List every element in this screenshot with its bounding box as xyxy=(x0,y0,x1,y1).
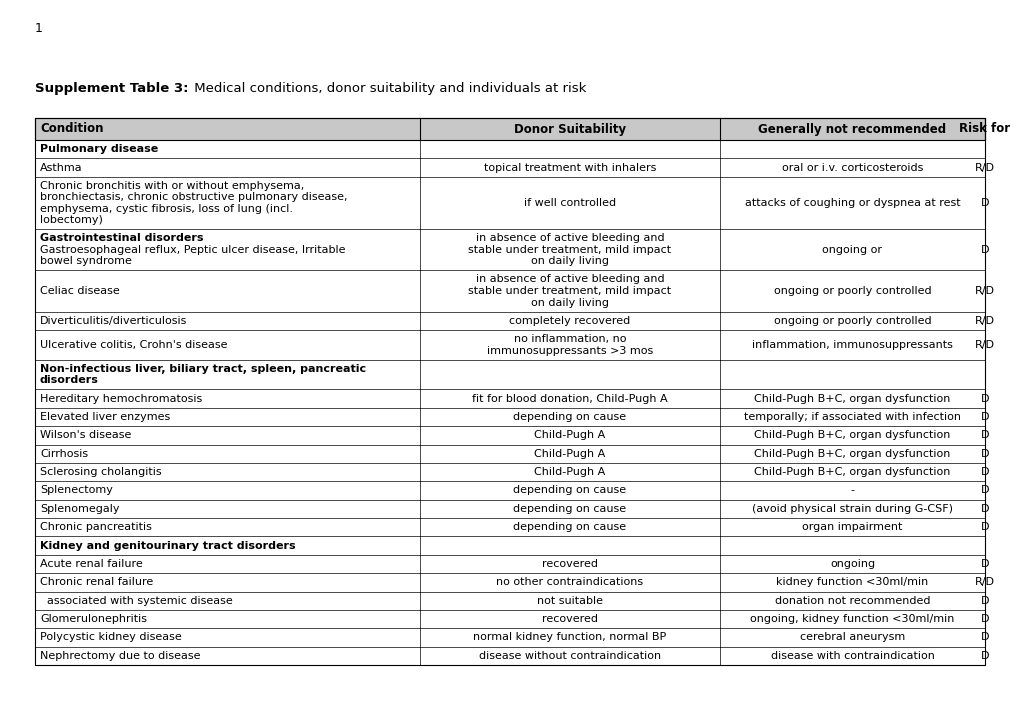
Text: recovered: recovered xyxy=(541,559,597,569)
Text: associated with systemic disease: associated with systemic disease xyxy=(40,595,232,606)
Text: bowel syndrome: bowel syndrome xyxy=(40,256,131,266)
Text: kidney function <30ml/min: kidney function <30ml/min xyxy=(775,577,927,588)
Text: D: D xyxy=(980,431,988,441)
Text: Chronic bronchitis with or without emphysema,
bronchiectasis, chronic obstructiv: Chronic bronchitis with or without emphy… xyxy=(40,181,347,225)
Text: D: D xyxy=(980,467,988,477)
Text: Child-Pugh B+C, organ dysfunction: Child-Pugh B+C, organ dysfunction xyxy=(754,394,950,404)
Text: Nephrectomy due to disease: Nephrectomy due to disease xyxy=(40,651,201,661)
Text: depending on cause: depending on cause xyxy=(513,522,626,532)
Text: Gastrointestinal disorders: Gastrointestinal disorders xyxy=(40,233,204,243)
Text: ongoing: ongoing xyxy=(829,559,874,569)
Text: D: D xyxy=(980,595,988,606)
Text: Splenectomy: Splenectomy xyxy=(40,485,113,495)
Text: recovered: recovered xyxy=(541,614,597,624)
Text: Donor Suitability: Donor Suitability xyxy=(514,122,626,135)
Text: Medical conditions, donor suitability and individuals at risk: Medical conditions, donor suitability an… xyxy=(191,82,586,95)
Text: completely recovered: completely recovered xyxy=(508,315,630,325)
Text: Wilson's disease: Wilson's disease xyxy=(40,431,131,441)
Text: R/D: R/D xyxy=(974,163,994,173)
Text: in absence of active bleeding and
stable under treatment, mild impact
on daily l: in absence of active bleeding and stable… xyxy=(468,233,671,266)
Text: not suitable: not suitable xyxy=(536,595,602,606)
Text: Generally not recommended: Generally not recommended xyxy=(758,122,946,135)
Text: Gastroesophageal reflux, Peptic ulcer disease, Irritable: Gastroesophageal reflux, Peptic ulcer di… xyxy=(40,245,345,255)
Text: Polycystic kidney disease: Polycystic kidney disease xyxy=(40,632,181,642)
Text: Asthma: Asthma xyxy=(40,163,83,173)
Text: D: D xyxy=(980,394,988,404)
Text: cerebral aneurysm: cerebral aneurysm xyxy=(799,632,904,642)
Text: Child-Pugh A: Child-Pugh A xyxy=(534,467,605,477)
Text: R/D: R/D xyxy=(974,340,994,350)
Text: D: D xyxy=(980,522,988,532)
Text: 1: 1 xyxy=(35,22,43,35)
Text: attacks of coughing or dyspnea at rest: attacks of coughing or dyspnea at rest xyxy=(744,198,959,208)
Text: Chronic renal failure: Chronic renal failure xyxy=(40,577,153,588)
Text: Child-Pugh B+C, organ dysfunction: Child-Pugh B+C, organ dysfunction xyxy=(754,449,950,459)
Text: R/D: R/D xyxy=(974,315,994,325)
Text: Risk for: Risk for xyxy=(959,122,1010,135)
Text: Hereditary hemochromatosis: Hereditary hemochromatosis xyxy=(40,394,202,404)
Text: -: - xyxy=(850,485,854,495)
Text: Condition: Condition xyxy=(40,122,103,135)
Bar xyxy=(35,118,984,140)
Text: topical treatment with inhalers: topical treatment with inhalers xyxy=(483,163,655,173)
Text: temporally; if associated with infection: temporally; if associated with infection xyxy=(743,412,960,422)
Text: fit for blood donation, Child-Pugh A: fit for blood donation, Child-Pugh A xyxy=(472,394,667,404)
Text: D: D xyxy=(980,559,988,569)
Text: Elevated liver enzymes: Elevated liver enzymes xyxy=(40,412,170,422)
Text: D: D xyxy=(980,449,988,459)
Text: Sclerosing cholangitis: Sclerosing cholangitis xyxy=(40,467,161,477)
Text: depending on cause: depending on cause xyxy=(513,504,626,514)
Text: Child-Pugh A: Child-Pugh A xyxy=(534,431,605,441)
Text: D: D xyxy=(980,504,988,514)
Text: Child-Pugh A: Child-Pugh A xyxy=(534,449,605,459)
Text: Splenomegaly: Splenomegaly xyxy=(40,504,119,514)
Bar xyxy=(35,118,984,665)
Text: Child-Pugh B+C, organ dysfunction: Child-Pugh B+C, organ dysfunction xyxy=(754,467,950,477)
Text: Glomerulonephritis: Glomerulonephritis xyxy=(40,614,147,624)
Text: disease without contraindication: disease without contraindication xyxy=(479,651,660,661)
Text: D: D xyxy=(980,651,988,661)
Text: D: D xyxy=(980,614,988,624)
Text: in absence of active bleeding and
stable under treatment, mild impact
on daily l: in absence of active bleeding and stable… xyxy=(468,274,671,307)
Text: D: D xyxy=(980,632,988,642)
Text: Kidney and genitourinary tract disorders: Kidney and genitourinary tract disorders xyxy=(40,541,296,551)
Text: D: D xyxy=(980,485,988,495)
Text: oral or i.v. corticosteroids: oral or i.v. corticosteroids xyxy=(781,163,922,173)
Text: Ulcerative colitis, Crohn's disease: Ulcerative colitis, Crohn's disease xyxy=(40,340,227,350)
Text: Chronic pancreatitis: Chronic pancreatitis xyxy=(40,522,152,532)
Text: Celiac disease: Celiac disease xyxy=(40,286,119,296)
Text: Pulmonary disease: Pulmonary disease xyxy=(40,144,158,154)
Bar xyxy=(35,118,984,140)
Text: depending on cause: depending on cause xyxy=(513,412,626,422)
Text: (avoid physical strain during G-CSF): (avoid physical strain during G-CSF) xyxy=(751,504,952,514)
Text: organ impairment: organ impairment xyxy=(802,522,902,532)
Text: disease with contraindication: disease with contraindication xyxy=(769,651,933,661)
Text: if well controlled: if well controlled xyxy=(524,198,615,208)
Text: Diverticulitis/diverticulosis: Diverticulitis/diverticulosis xyxy=(40,315,187,325)
Text: Child-Pugh B+C, organ dysfunction: Child-Pugh B+C, organ dysfunction xyxy=(754,431,950,441)
Text: Acute renal failure: Acute renal failure xyxy=(40,559,143,569)
Text: depending on cause: depending on cause xyxy=(513,485,626,495)
Text: ongoing or poorly controlled: ongoing or poorly controlled xyxy=(773,286,930,296)
Text: D: D xyxy=(980,245,988,255)
Text: R/D: R/D xyxy=(974,577,994,588)
Text: Supplement Table 3:: Supplement Table 3: xyxy=(35,82,189,95)
Text: D: D xyxy=(980,198,988,208)
Text: ongoing, kidney function <30ml/min: ongoing, kidney function <30ml/min xyxy=(750,614,954,624)
Text: R/D: R/D xyxy=(974,286,994,296)
Text: normal kidney function, normal BP: normal kidney function, normal BP xyxy=(473,632,666,642)
Text: Non-infectious liver, biliary tract, spleen, pancreatic
disorders: Non-infectious liver, biliary tract, spl… xyxy=(40,364,366,385)
Text: donation not recommended: donation not recommended xyxy=(774,595,929,606)
Text: ongoing or: ongoing or xyxy=(821,245,881,255)
Text: no other contraindications: no other contraindications xyxy=(496,577,643,588)
Text: Cirrhosis: Cirrhosis xyxy=(40,449,88,459)
Text: D: D xyxy=(980,412,988,422)
Text: inflammation, immunosuppressants: inflammation, immunosuppressants xyxy=(751,340,952,350)
Text: no inflammation, no
immunosuppressants >3 mos: no inflammation, no immunosuppressants >… xyxy=(486,334,652,356)
Text: ongoing or poorly controlled: ongoing or poorly controlled xyxy=(773,315,930,325)
